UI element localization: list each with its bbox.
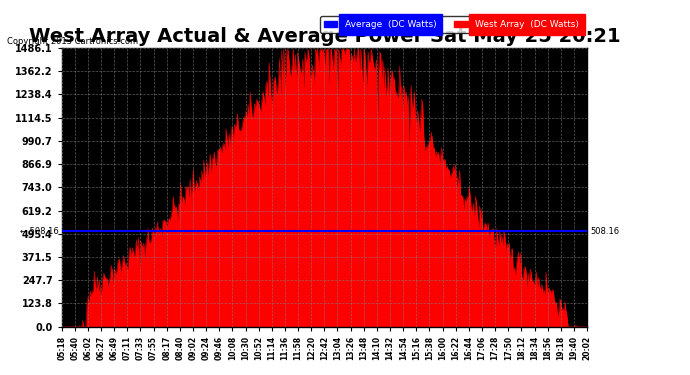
Text: Copyright 2013 Cartronics.com: Copyright 2013 Cartronics.com [7, 38, 138, 46]
Text: ← 508.16: ← 508.16 [20, 227, 59, 236]
Legend: Average  (DC Watts), West Array  (DC Watts): Average (DC Watts), West Array (DC Watts… [320, 16, 582, 33]
Text: 508.16: 508.16 [591, 227, 620, 236]
Title: West Array Actual & Average Power Sat May 25 20:21: West Array Actual & Average Power Sat Ma… [28, 27, 620, 46]
